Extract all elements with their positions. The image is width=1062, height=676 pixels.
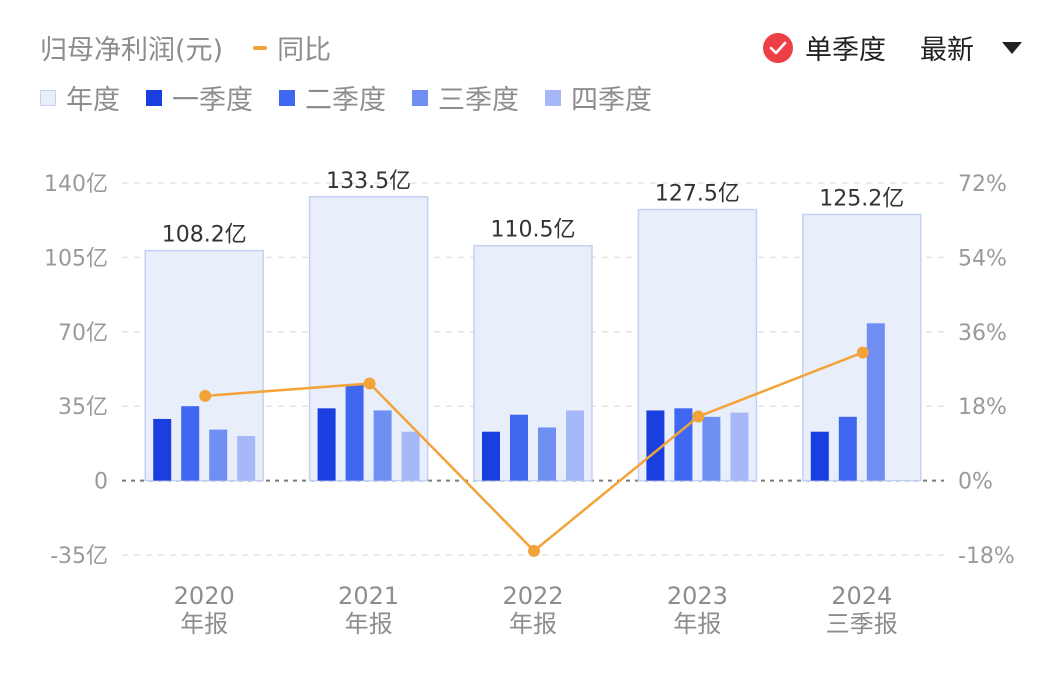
chevron-down-icon[interactable] [1002,41,1022,54]
annual-data-label: 127.5亿 [655,182,740,207]
annual-data-label: 110.5亿 [491,218,576,243]
y-right-tick-label: 36% [958,321,1007,346]
single-quarter-checkbox[interactable] [763,32,793,63]
legend-label-q4: 四季度 [571,85,652,116]
y-right-tick-label: 54% [958,246,1007,271]
legend-swatch-q4 [545,89,561,106]
yoy-point [692,410,705,423]
quarter-bar-q2 [838,416,857,481]
chart-header: 归母净利润(元) 同比 [40,28,331,67]
quarter-bar-q1 [810,431,829,481]
y-left-tick-label: -35亿 [50,544,108,569]
legend-item-q3[interactable]: 三季度 [412,78,519,117]
y-right-tick-label: 72% [958,172,1007,197]
y-left-tick-label: 35亿 [58,395,108,420]
legend-label-q1: 一季度 [172,85,253,116]
yoy-point [528,544,540,557]
annual-data-label: 125.2亿 [819,186,904,211]
y-left-tick-label: 140亿 [44,172,108,197]
chart-title: 归母净利润(元) [40,35,224,66]
quarter-bar-q3 [209,429,228,481]
legend-label-q2: 二季度 [305,85,386,116]
yoy-point [363,377,376,390]
quarter-bar-q2 [345,384,364,481]
y-right-tick-label: 0% [958,470,993,495]
y-right-tick-label: 18% [958,395,1007,420]
quarter-bar-q4 [730,412,749,481]
quarter-bar-q3 [866,323,885,481]
quarter-bar-q3 [373,410,392,481]
quarter-bar-q1 [482,431,500,481]
quarter-bar-q3 [538,427,556,481]
yoy-point [199,389,212,402]
legend-item-annual[interactable]: 年度 [40,78,120,117]
chart-controls: 单季度 最新 [763,28,1022,67]
y-left-tick-label: 0 [94,470,108,495]
legend-item-q4[interactable]: 四季度 [545,78,652,117]
yoy-point [856,346,869,359]
x-category-label: 2022 年报 [502,582,563,638]
x-category-label: 2021 年报 [338,582,399,638]
legend-label-q3: 三季度 [438,85,519,116]
annual-data-label: 108.2亿 [162,223,247,248]
quarter-bar-q4 [566,410,584,481]
legend-swatch-q3 [412,89,428,106]
quarter-bar-q1 [646,410,665,481]
quarter-bar-q2 [674,408,693,481]
quarter-bar-q1 [317,408,336,481]
series-legend: 年度 一季度 二季度 三季度 四季度 [40,78,678,117]
latest-dropdown-label[interactable]: 最新 [920,35,974,66]
yoy-legend-dash [253,45,268,50]
y-right-tick-label: -18% [958,544,1015,569]
quarter-bar-q4 [401,431,420,481]
y-left-tick-label: 70亿 [58,321,108,346]
annual-data-label: 133.5亿 [326,169,411,194]
quarter-bar-q2 [510,414,528,481]
yoy-legend-label: 同比 [277,35,332,66]
legend-item-q1[interactable]: 一季度 [146,78,253,117]
legend-label-annual: 年度 [66,85,120,116]
quarter-bar-q3 [702,416,721,481]
legend-item-q2[interactable]: 二季度 [279,78,386,117]
quarter-bar-q2 [181,406,200,481]
legend-swatch-q1 [146,89,162,106]
quarter-bar-q4 [237,435,256,481]
legend-swatch-q2 [279,89,295,106]
x-category-label: 2023 年报 [667,582,728,638]
x-category-label: 2024 三季报 [826,582,898,638]
quarter-bar-q1 [153,418,172,481]
checkmark-icon [769,41,787,54]
y-left-tick-label: 105亿 [44,246,108,271]
legend-swatch-annual [40,89,56,106]
single-quarter-label[interactable]: 单季度 [805,35,886,66]
x-category-label: 2020 年报 [174,582,235,638]
